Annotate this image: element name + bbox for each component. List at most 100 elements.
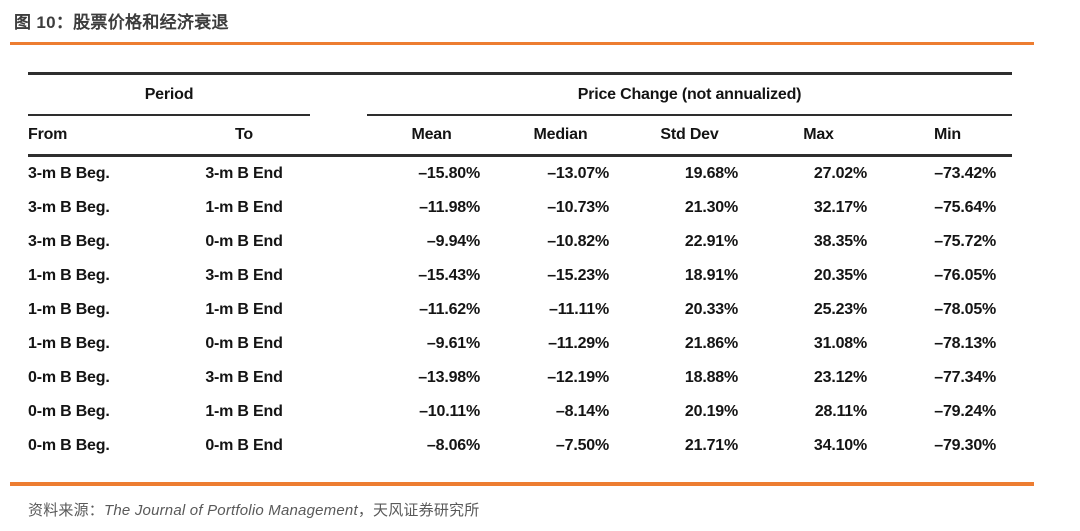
cell-std-dev: 20.33%: [684, 301, 738, 318]
cell-median: –13.07%: [547, 165, 609, 182]
col-header-mean: Mean: [367, 115, 496, 157]
cell-min: –76.05%: [934, 267, 997, 284]
cell-spacer: [310, 225, 367, 259]
col-header-to: To: [178, 115, 310, 157]
cell-max: 27.02%: [813, 165, 867, 182]
cell-mean: –15.43%: [418, 267, 480, 284]
source-suffix: ，天风证券研究所: [357, 502, 480, 519]
table-row: 1-m B Beg. 3-m B End –15.43% –15.23% 18.…: [28, 259, 1012, 293]
cell-spacer: [310, 293, 367, 327]
cell-std-dev: 19.68%: [684, 165, 738, 182]
table-row: 1-m B Beg. 1-m B End –11.62% –11.11% 20.…: [28, 293, 1012, 327]
cell-median: –12.19%: [547, 369, 609, 386]
cell-max: 20.35%: [813, 267, 867, 284]
cell-min: –78.13%: [934, 335, 997, 352]
cell-from: 1-m B Beg.: [28, 335, 110, 352]
table-row: 0-m B Beg. 1-m B End –10.11% –8.14% 20.1…: [28, 395, 1012, 429]
table-row: 1-m B Beg. 0-m B End –9.61% –11.29% 21.8…: [28, 327, 1012, 361]
cell-spacer: [310, 395, 367, 429]
figure-title: 图 10：股票价格和经济衰退: [14, 13, 229, 32]
col-header-min: Min: [883, 115, 1013, 157]
cell-std-dev: 18.91%: [684, 267, 738, 284]
cell-mean: –9.61%: [426, 335, 480, 352]
statistics-table: Period Price Change (not annualized) Fro…: [28, 72, 1013, 463]
cell-to: 3-m B End: [205, 369, 283, 386]
cell-median: –11.11%: [549, 301, 609, 318]
cell-mean: –10.11%: [419, 403, 480, 420]
cell-to: 1-m B End: [205, 403, 283, 420]
table-row: 3-m B Beg. 0-m B End –9.94% –10.82% 22.9…: [28, 225, 1012, 259]
cell-from: 3-m B Beg.: [28, 199, 110, 216]
cell-from: 0-m B Beg.: [28, 403, 110, 420]
cell-mean: –13.98%: [418, 369, 480, 386]
cell-to: 0-m B End: [205, 335, 283, 352]
cell-mean: –11.62%: [419, 301, 480, 318]
cell-from: 1-m B Beg.: [28, 267, 110, 284]
cell-max: 34.10%: [813, 437, 867, 454]
col-header-max: Max: [754, 115, 883, 157]
cell-to: 0-m B End: [205, 233, 283, 250]
cell-from: 3-m B Beg.: [28, 233, 110, 250]
cell-max: 25.23%: [813, 301, 867, 318]
cell-max: 32.17%: [813, 199, 867, 216]
cell-median: –11.29%: [548, 335, 609, 352]
col-header-spacer: [310, 115, 367, 157]
table-row: 3-m B Beg. 1-m B End –11.98% –10.73% 21.…: [28, 191, 1012, 225]
cell-spacer: [310, 191, 367, 225]
cell-max: 31.08%: [813, 335, 867, 352]
table-bottom-accent-rule: [10, 482, 1034, 486]
cell-std-dev: 21.71%: [684, 437, 738, 454]
group-header-period: Period: [28, 72, 310, 116]
table-row: 0-m B Beg. 3-m B End –13.98% –12.19% 18.…: [28, 361, 1012, 395]
cell-from: 0-m B Beg.: [28, 437, 110, 454]
cell-min: –73.42%: [934, 165, 997, 182]
cell-spacer: [310, 327, 367, 361]
cell-mean: –15.80%: [418, 165, 480, 182]
col-header-std-dev: Std Dev: [625, 115, 754, 157]
cell-median: –10.82%: [547, 233, 609, 250]
cell-min: –77.34%: [934, 369, 997, 386]
cell-std-dev: 22.91%: [684, 233, 738, 250]
cell-median: –10.73%: [547, 199, 609, 216]
cell-max: 38.35%: [813, 233, 867, 250]
cell-spacer: [310, 156, 367, 192]
column-header-row: From To Mean Median Std Dev Max Min: [28, 115, 1013, 157]
cell-median: –7.50%: [555, 437, 609, 454]
cell-spacer: [310, 259, 367, 293]
col-header-median: Median: [496, 115, 625, 157]
cell-mean: –9.94%: [426, 233, 480, 250]
cell-mean: –11.98%: [419, 199, 480, 216]
cell-spacer: [310, 361, 367, 395]
cell-median: –8.14%: [555, 403, 609, 420]
cell-min: –75.72%: [934, 233, 997, 250]
cell-max: 28.11%: [814, 403, 867, 420]
cell-std-dev: 20.19%: [684, 403, 738, 420]
cell-from: 3-m B Beg.: [28, 165, 110, 182]
source-line: 资料来源：The Journal of Portfolio Management…: [28, 499, 1080, 520]
source-journal-name: The Journal of Portfolio Management: [104, 502, 358, 519]
cell-std-dev: 18.88%: [684, 369, 738, 386]
cell-to: 1-m B End: [205, 199, 283, 216]
cell-min: –75.64%: [934, 199, 997, 216]
cell-median: –15.23%: [547, 267, 609, 284]
title-accent-rule: [10, 42, 1034, 45]
cell-to: 0-m B End: [205, 437, 283, 454]
cell-max: 23.12%: [813, 369, 867, 386]
cell-to: 3-m B End: [205, 165, 283, 182]
table-row: 3-m B Beg. 3-m B End –15.80% –13.07% 19.…: [28, 156, 1012, 192]
cell-mean: –8.06%: [426, 437, 480, 454]
group-header-row: Period Price Change (not annualized): [28, 72, 1013, 116]
cell-min: –78.05%: [934, 301, 997, 318]
cell-std-dev: 21.30%: [684, 199, 738, 216]
table-row: 0-m B Beg. 0-m B End –8.06% –7.50% 21.71…: [28, 429, 1012, 463]
group-header-spacer: [310, 72, 367, 115]
source-label: 资料来源：: [28, 502, 105, 519]
cell-spacer: [310, 429, 367, 463]
cell-to: 3-m B End: [205, 267, 283, 284]
cell-std-dev: 21.86%: [684, 335, 738, 352]
cell-from: 0-m B Beg.: [28, 369, 110, 386]
cell-from: 1-m B Beg.: [28, 301, 110, 318]
col-header-from: From: [28, 115, 178, 157]
cell-min: –79.30%: [934, 437, 997, 454]
group-header-price-change: Price Change (not annualized): [367, 72, 1013, 116]
